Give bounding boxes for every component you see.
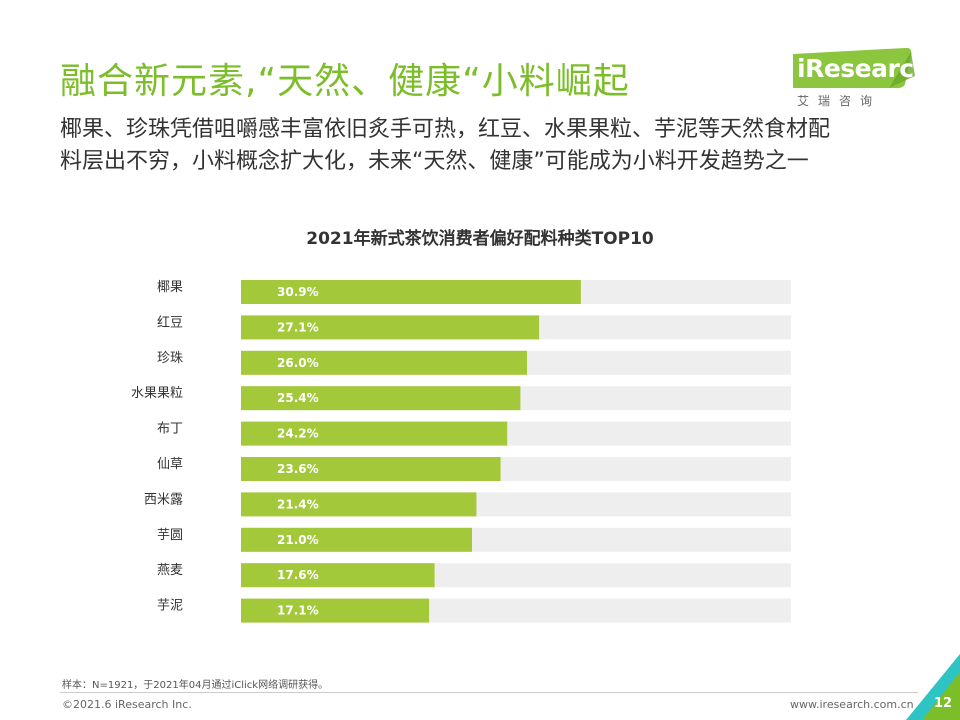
bar	[241, 350, 527, 375]
subtitle-line: 料层出不穷，小料概念扩大化，未来“天然、健康”可能成为小料开发趋势之一	[60, 149, 809, 174]
page-title: 融合新元素,“天然、健康“小料崛起	[60, 61, 630, 102]
corner-decoration-icon	[906, 654, 960, 720]
bar	[241, 563, 435, 588]
category-label: 椰果	[157, 280, 183, 295]
bar	[241, 421, 508, 446]
bar-value-label: 30.9%	[277, 285, 319, 299]
category-label: 芋圆	[157, 528, 183, 543]
bar-value-label: 25.4%	[277, 391, 319, 405]
chart-title: 2021年新式茶饮消费者偏好配料种类TOP10	[306, 229, 654, 249]
bar-value-label: 26.0%	[277, 356, 319, 370]
category-label: 芋泥	[157, 599, 183, 614]
bar	[241, 315, 540, 340]
bar	[241, 492, 477, 517]
bar-value-label: 27.1%	[277, 320, 319, 334]
bar	[241, 527, 472, 552]
category-label: 西米露	[144, 492, 183, 507]
iresearch-logo: iResearch 艾瑞咨询	[793, 46, 931, 110]
bar	[241, 386, 521, 411]
footer-divider	[60, 692, 918, 693]
category-label: 红豆	[157, 314, 183, 330]
bar-value-label: 17.1%	[277, 604, 319, 618]
logo-swoosh-icon	[793, 47, 915, 89]
logo-brand: iResearch	[797, 54, 931, 83]
subtitle-line: 椰果、珍珠凭借咀嚼感丰富依旧炙手可热，红豆、水果果粒、芋泥等天然食材配	[60, 117, 831, 142]
bar-value-label: 17.6%	[277, 568, 319, 582]
category-label: 仙草	[157, 457, 183, 472]
bar	[241, 598, 430, 623]
category-label: 布丁	[157, 422, 183, 437]
page-number: 12	[934, 696, 953, 711]
bar-value-label: 24.2%	[277, 427, 319, 441]
copyright: ©2021.6 iResearch Inc.	[62, 698, 192, 711]
footnote: 样本：N=1921，于2021年04月通过iClick网络调研获得。	[62, 680, 329, 691]
category-label: 燕麦	[157, 563, 183, 578]
bar	[241, 457, 501, 481]
page-subtitle: 椰果、珍珠凭借咀嚼感丰富依旧炙手可热，红豆、水果果粒、芋泥等天然食材配 料层出不…	[60, 114, 920, 178]
logo-cn: 艾瑞咨询	[797, 94, 882, 108]
category-label: 珍珠	[157, 351, 183, 366]
bar-value-label: 21.0%	[277, 533, 319, 547]
category-label: 水果果粒	[131, 386, 183, 401]
bar	[241, 280, 581, 304]
website-url: www.iresearch.com.cn	[790, 698, 914, 711]
bar-value-label: 23.6%	[277, 462, 319, 476]
bar-value-label: 21.4%	[277, 497, 319, 511]
